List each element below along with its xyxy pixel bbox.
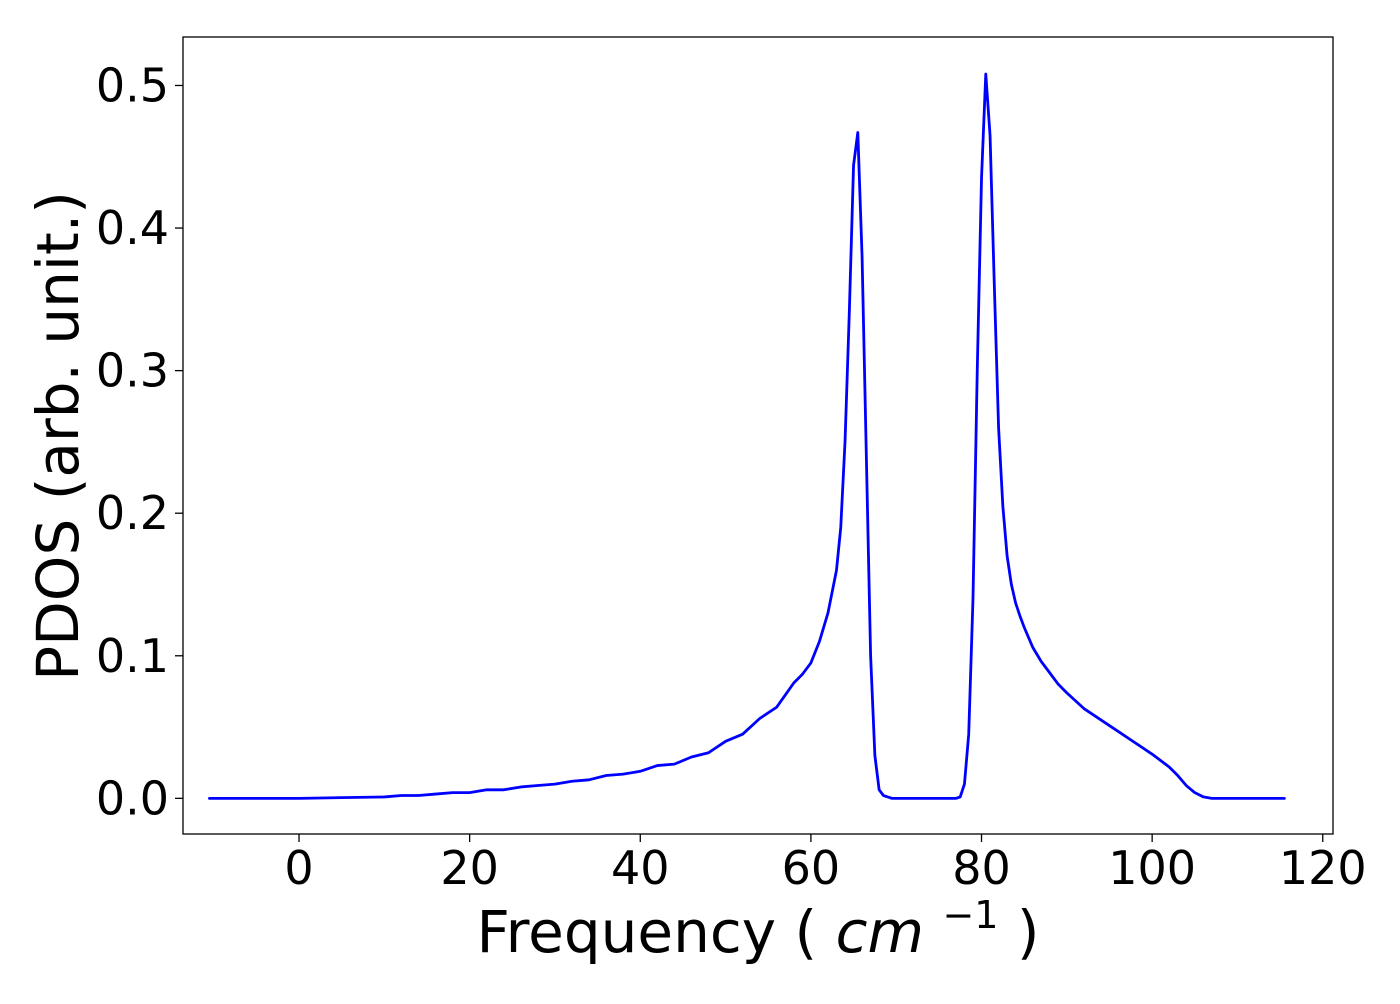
x-tick-label: 20 bbox=[440, 841, 499, 895]
x-tick-label: 40 bbox=[611, 841, 670, 895]
y-axis-ticks: 0.0 0.1 0.2 0.3 0.4 0.5 bbox=[96, 58, 183, 825]
x-axis-unit-exponent: −1 bbox=[942, 893, 998, 937]
y-tick-label: 0.3 bbox=[96, 344, 169, 398]
y-axis-title: PDOS (arb. unit.) bbox=[24, 191, 92, 681]
x-tick-label: 60 bbox=[782, 841, 841, 895]
x-axis-unit-base: cm bbox=[836, 898, 924, 966]
y-tick-label: 0.4 bbox=[96, 201, 169, 255]
x-axis-ticks: 0 20 40 60 80 100 120 bbox=[284, 834, 1367, 895]
x-axis-title-close-paren: ) bbox=[1017, 898, 1040, 966]
y-tick-label: 0.0 bbox=[96, 771, 169, 825]
y-tick-label: 0.5 bbox=[96, 58, 169, 112]
x-axis-title-text: Frequency bbox=[476, 898, 776, 966]
x-tick-label: 0 bbox=[284, 841, 313, 895]
series-line bbox=[208, 72, 1286, 800]
x-tick-label: 100 bbox=[1108, 841, 1196, 895]
y-tick-label: 0.2 bbox=[96, 486, 169, 540]
series-layer bbox=[208, 72, 1286, 800]
x-axis-title: Frequency ( cm −1 ) bbox=[476, 874, 1039, 966]
x-axis-title-open-paren: ( bbox=[795, 898, 818, 966]
y-tick-label: 0.1 bbox=[96, 629, 169, 683]
x-tick-label: 80 bbox=[952, 841, 1011, 895]
x-tick-label: 120 bbox=[1279, 841, 1367, 895]
plot-area-frame bbox=[182, 36, 1334, 835]
